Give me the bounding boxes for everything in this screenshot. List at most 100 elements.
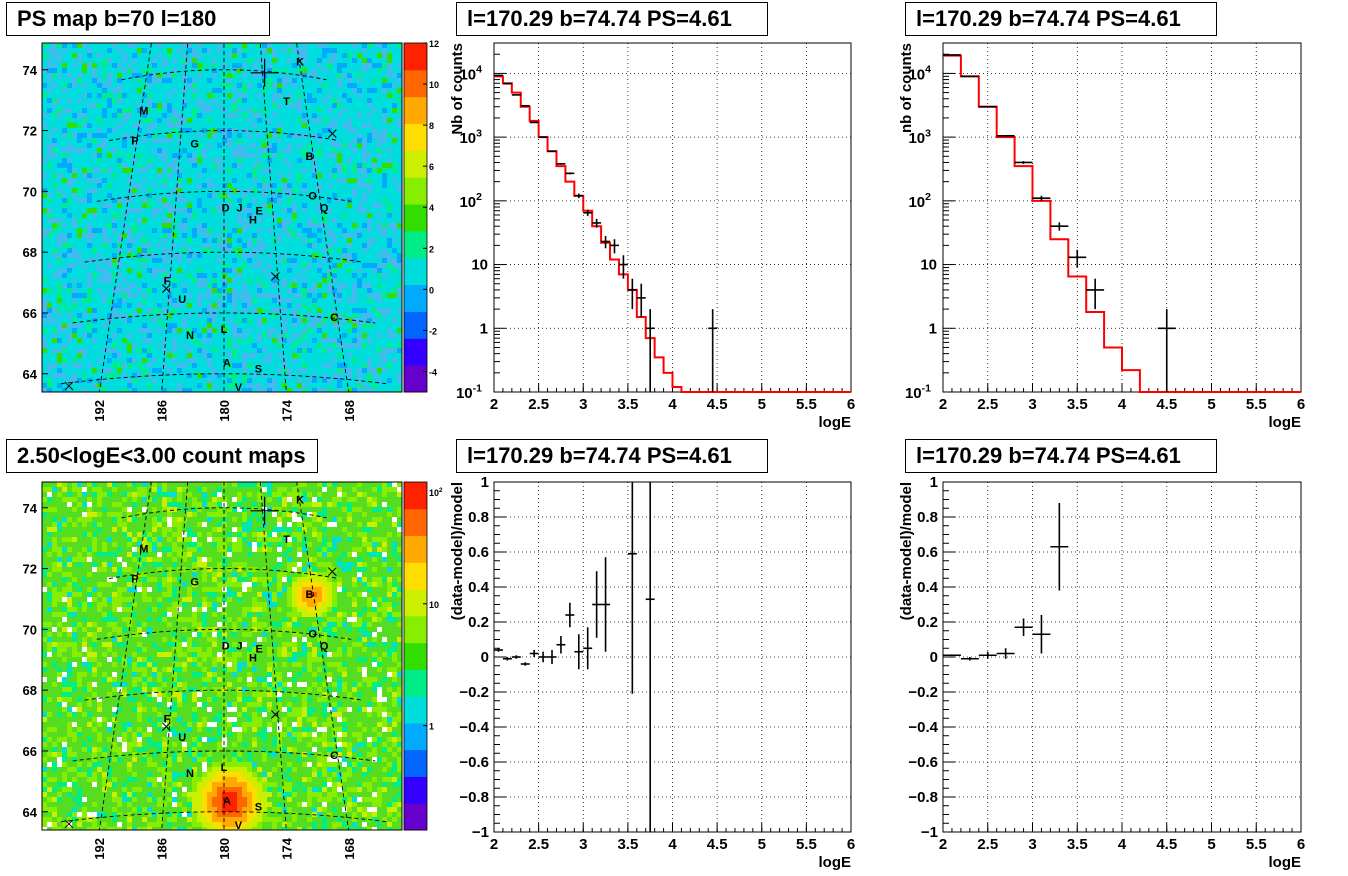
map-pixel [242,632,247,637]
map-pixel [127,657,132,662]
map-pixel [297,223,302,228]
map-pixel [167,103,172,108]
map-pixel [332,602,337,607]
map-pixel [57,702,62,707]
map-pixel [157,268,162,273]
map-pixel [337,577,342,582]
x-tick-label: 5 [758,836,766,853]
map-pixel [267,83,272,88]
map-pixel [92,747,97,752]
map-pixel [327,522,332,527]
map-pixel [277,652,282,657]
y-tick-label: −0.8 [908,789,938,806]
map-pixel [232,293,237,298]
map-pixel [387,747,392,752]
map-pixel [262,547,267,552]
map-pixel [377,63,382,68]
map-pixel [317,762,322,767]
map-pixel [282,338,287,343]
map-pixel [152,642,157,647]
map-pixel [302,547,307,552]
map-pixel [272,383,277,388]
map-pixel [87,592,92,597]
map-pixel [52,767,57,772]
map-pixel [232,353,237,358]
map-pixel [117,88,122,93]
map-pixel [282,218,287,223]
map-pixel [162,138,167,143]
map-pixel [122,617,127,622]
map-pixel [247,607,252,612]
map-pixel [52,103,57,108]
map-pixel [257,717,262,722]
map-pixel [342,682,347,687]
map-pixel [167,133,172,138]
map-pixel [57,338,62,343]
map-pixel [117,123,122,128]
map-pixel [207,537,212,542]
map-pixel [392,522,397,527]
map-pixel [237,507,242,512]
map-pixel [122,747,127,752]
map-pixel [367,213,372,218]
map-pixel [197,103,202,108]
map-pixel [57,188,62,193]
map-pixel [232,742,237,747]
map-pixel [327,552,332,557]
map-pixel [362,193,367,198]
map-pixel [62,83,67,88]
map-pixel [382,727,387,732]
data-point [592,218,602,228]
map-pixel [222,293,227,298]
map-pixel [102,228,107,233]
map-pixel [242,612,247,617]
map-pixel [277,123,282,128]
map-pixel [327,587,332,592]
map-pixel [232,373,237,378]
map-pixel [182,218,187,223]
map-pixel [232,323,237,328]
map-pixel [182,318,187,323]
map-pixel [192,537,197,542]
map-pixel [127,622,132,627]
map-pixel [337,158,342,163]
map-pixel [312,388,317,392]
map-pixel [167,163,172,168]
map-pixel [147,557,152,562]
map-pixel [77,697,82,702]
map-pixel [172,328,177,333]
map-pixel [212,542,217,547]
map-pixel [337,383,342,388]
model-step-line [494,75,851,393]
map-pixel [292,582,297,587]
map-pixel [82,517,87,522]
map-pixel [137,103,142,108]
map-pixel [222,577,227,582]
map-pixel [67,662,72,667]
map-pixel [317,627,322,632]
map-pixel [232,288,237,293]
map-pixel [362,323,367,328]
map-pixel [162,692,167,697]
map-pixel [357,318,362,323]
residual-point [538,651,548,663]
map-pixel [337,198,342,203]
map-pixel [102,348,107,353]
map-pixel [372,318,377,323]
map-pixel [232,48,237,53]
map-pixel [162,752,167,757]
map-pixel [167,707,172,712]
map-pixel [107,168,112,173]
map-pixel [92,567,97,572]
map-pixel [117,597,122,602]
map-pixel [347,562,352,567]
map-pixel [232,702,237,707]
map-pixel [47,637,52,642]
map-pixel [57,348,62,353]
map-pixel [292,737,297,742]
map-pixel [172,732,177,737]
map-pixel [142,662,147,667]
map-pixel [52,762,57,767]
map-pixel [342,318,347,323]
map-pixel [202,153,207,158]
